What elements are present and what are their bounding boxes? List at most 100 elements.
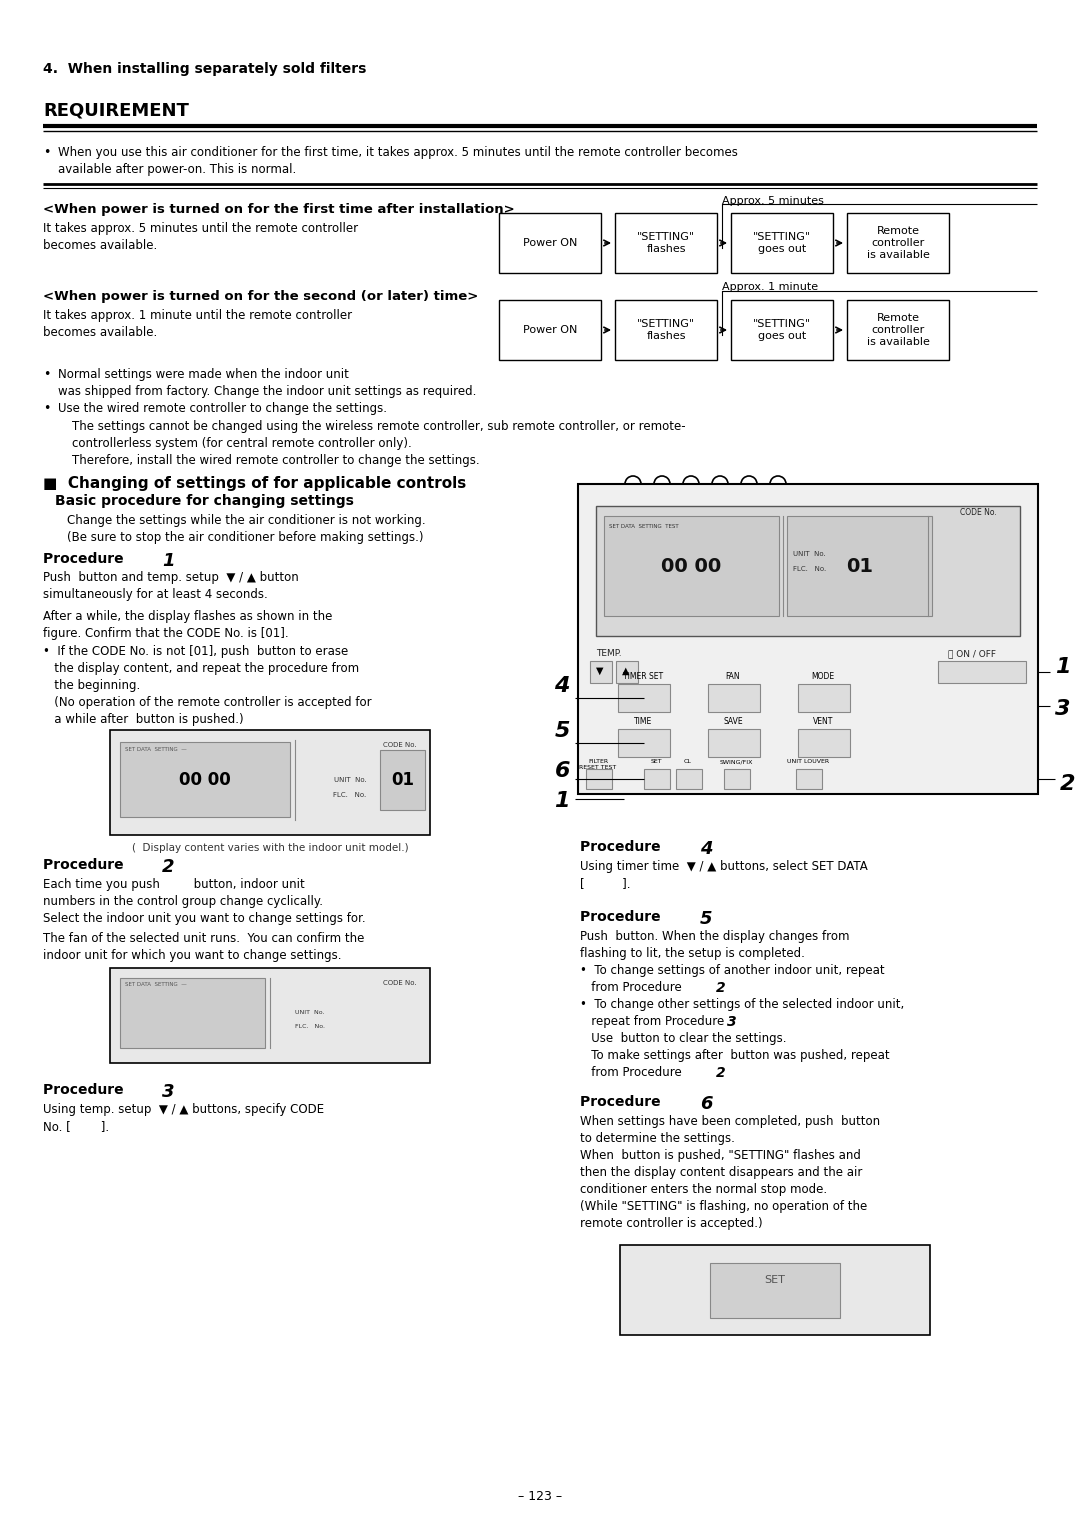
Text: CL: CL: [684, 759, 692, 764]
Text: Push  button and temp. setup  ▼ / ▲ button: Push button and temp. setup ▼ / ▲ button: [43, 570, 299, 584]
Bar: [586, 769, 612, 788]
Text: Power ON: Power ON: [523, 238, 577, 249]
Text: When settings have been completed, push  button: When settings have been completed, push …: [580, 1115, 880, 1128]
Text: – 123 –: – 123 –: [518, 1490, 562, 1504]
Text: The settings cannot be changed using the wireless remote controller, sub remote : The settings cannot be changed using the…: [72, 419, 686, 433]
Text: UNIT  No.: UNIT No.: [295, 1011, 325, 1016]
Text: ⓞ ON / OFF: ⓞ ON / OFF: [948, 650, 996, 657]
Bar: [939, 660, 1026, 683]
Text: UNIT  No.: UNIT No.: [793, 551, 826, 557]
Text: the beginning.: the beginning.: [43, 679, 140, 692]
Bar: [120, 978, 265, 1048]
Text: <When power is turned on for the first time after installation>: <When power is turned on for the first t…: [43, 203, 515, 217]
Bar: [380, 750, 426, 810]
Text: (While "SETTING" is flashing, no operation of the: (While "SETTING" is flashing, no operati…: [580, 1200, 867, 1212]
Text: The fan of the selected unit runs.  You can confirm the: The fan of the selected unit runs. You c…: [43, 932, 364, 946]
Text: SAVE: SAVE: [724, 717, 743, 726]
Text: Normal settings were made when the indoor unit: Normal settings were made when the indoo…: [58, 368, 349, 381]
Text: Basic procedure for changing settings: Basic procedure for changing settings: [55, 494, 354, 508]
Text: MODE: MODE: [811, 673, 835, 682]
Bar: [620, 1244, 930, 1334]
Bar: [676, 769, 702, 788]
Text: 00 00: 00 00: [179, 772, 231, 788]
Text: Use  button to clear the settings.: Use button to clear the settings.: [580, 1032, 786, 1045]
Text: (Be sure to stop the air conditioner before making settings.): (Be sure to stop the air conditioner bef…: [67, 531, 423, 544]
Text: ▲: ▲: [622, 666, 630, 676]
Text: CODE No.: CODE No.: [383, 743, 417, 747]
Text: becomes available.: becomes available.: [43, 239, 158, 252]
Text: TIME: TIME: [634, 717, 652, 726]
Text: 01: 01: [846, 557, 873, 575]
Text: <When power is turned on for the second (or later) time>: <When power is turned on for the second …: [43, 290, 478, 303]
Text: Procedure: Procedure: [580, 910, 665, 924]
Text: SET: SET: [765, 1275, 785, 1286]
Text: To make settings after  button was pushed, repeat: To make settings after button was pushed…: [580, 1049, 890, 1061]
Text: Change the settings while the air conditioner is not working.: Change the settings while the air condit…: [67, 514, 426, 528]
Text: numbers in the control group change cyclically.: numbers in the control group change cycl…: [43, 895, 323, 907]
Text: "SETTING"
flashes: "SETTING" flashes: [637, 232, 696, 253]
Bar: [724, 769, 750, 788]
Text: "SETTING"
goes out: "SETTING" goes out: [753, 319, 811, 340]
Text: [          ].: [ ].: [580, 877, 631, 891]
Text: •  To change settings of another indoor unit, repeat: • To change settings of another indoor u…: [580, 964, 885, 978]
Text: •: •: [43, 403, 51, 415]
Text: FLC.   No.: FLC. No.: [334, 791, 366, 798]
Text: SET DATA  SETTING  TEST: SET DATA SETTING TEST: [609, 525, 678, 529]
Bar: [499, 300, 600, 360]
Text: 4: 4: [554, 676, 570, 695]
Text: FILTER
RESET TEST: FILTER RESET TEST: [579, 759, 617, 770]
Text: from Procedure: from Procedure: [580, 1066, 686, 1080]
Text: 5: 5: [700, 910, 713, 929]
Text: 6: 6: [554, 761, 570, 781]
Text: 2: 2: [716, 981, 726, 994]
Text: controllerless system (for central remote controller only).: controllerless system (for central remot…: [72, 438, 411, 450]
Bar: [796, 769, 822, 788]
Text: a while after  button is pushed.): a while after button is pushed.): [43, 714, 244, 726]
Text: conditioner enters the normal stop mode.: conditioner enters the normal stop mode.: [580, 1183, 827, 1196]
Text: simultaneously for at least 4 seconds.: simultaneously for at least 4 seconds.: [43, 589, 268, 601]
Bar: [847, 214, 949, 273]
Text: 4: 4: [700, 840, 713, 859]
Bar: [787, 515, 932, 616]
Text: Therefore, install the wired remote controller to change the settings.: Therefore, install the wired remote cont…: [72, 454, 480, 467]
Text: FLC.   No.: FLC. No.: [295, 1023, 325, 1028]
Text: 6: 6: [700, 1095, 713, 1113]
Text: Each time you push         button, indoor unit: Each time you push button, indoor unit: [43, 878, 305, 891]
Text: 3: 3: [162, 1083, 175, 1101]
Bar: [616, 660, 638, 683]
Bar: [110, 968, 430, 1063]
Text: 2: 2: [162, 859, 175, 875]
Text: becomes available.: becomes available.: [43, 326, 158, 339]
Text: •  To change other settings of the selected indoor unit,: • To change other settings of the select…: [580, 997, 904, 1011]
Text: Procedure: Procedure: [43, 1083, 129, 1096]
Bar: [618, 685, 670, 712]
Text: •  If the CODE No. is not [01], push  button to erase: • If the CODE No. is not [01], push butt…: [43, 645, 348, 657]
Text: Remote
controller
is available: Remote controller is available: [866, 226, 930, 259]
Text: Procedure: Procedure: [43, 859, 129, 872]
Text: SWING/FIX: SWING/FIX: [719, 759, 753, 764]
Bar: [708, 685, 760, 712]
Bar: [110, 730, 430, 836]
Text: When  button is pushed, "SETTING" flashes and: When button is pushed, "SETTING" flashes…: [580, 1148, 861, 1162]
Text: SET: SET: [650, 759, 662, 764]
Text: No. [        ].: No. [ ].: [43, 1119, 109, 1133]
Text: (  Display content varies with the indoor unit model.): ( Display content varies with the indoor…: [132, 843, 408, 852]
Text: 5: 5: [554, 721, 570, 741]
Text: It takes approx. 5 minutes until the remote controller: It takes approx. 5 minutes until the rem…: [43, 223, 359, 235]
Text: 00 00: 00 00: [661, 557, 721, 575]
Text: "SETTING"
flashes: "SETTING" flashes: [637, 319, 696, 340]
Text: TIMER SET: TIMER SET: [623, 673, 663, 682]
Text: REQUIREMENT: REQUIREMENT: [43, 102, 189, 120]
Text: FLC.   No.: FLC. No.: [793, 566, 826, 572]
Text: VENT: VENT: [813, 717, 833, 726]
Text: repeat from Procedure: repeat from Procedure: [580, 1016, 728, 1028]
Text: 1: 1: [554, 791, 570, 811]
Text: 1: 1: [162, 552, 175, 570]
Text: (No operation of the remote controller is accepted for: (No operation of the remote controller i…: [43, 695, 372, 709]
Bar: [847, 300, 949, 360]
Bar: [618, 729, 670, 756]
Text: 2: 2: [1059, 775, 1076, 795]
Text: SET DATA  SETTING  —: SET DATA SETTING —: [125, 747, 187, 752]
Text: "SETTING"
goes out: "SETTING" goes out: [753, 232, 811, 253]
Text: FAN: FAN: [726, 673, 740, 682]
